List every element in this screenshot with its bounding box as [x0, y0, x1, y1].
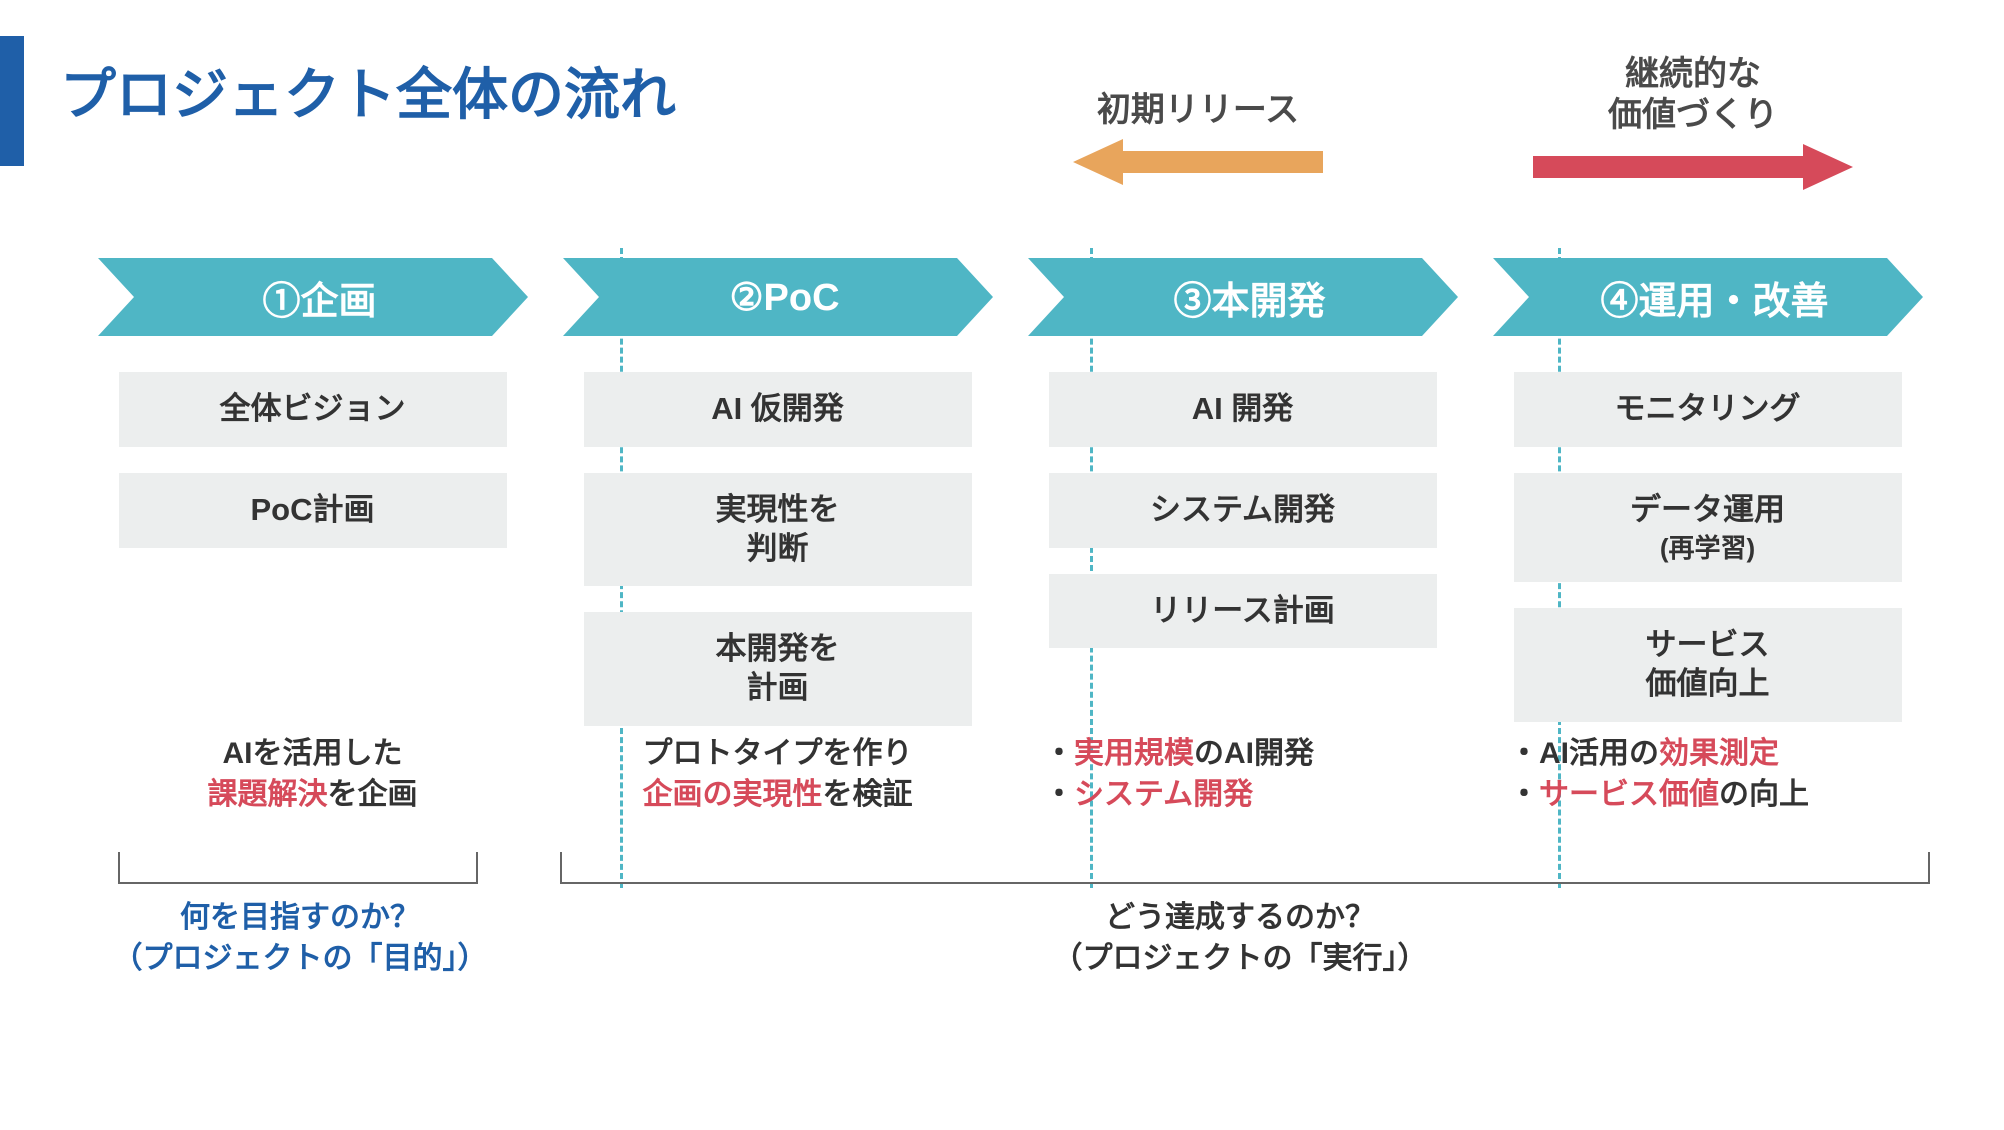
- phase-column-dev: ③本開発AI 開発システム開発リリース計画・実用規模のAI開発・システム開発: [1010, 258, 1475, 752]
- phase-summary: AIを活用した課題解決を企画: [80, 734, 545, 815]
- task-box: 本開発を計画: [584, 612, 972, 726]
- phase-header-arrow: ②PoC: [563, 258, 993, 336]
- task-box: 全体ビジョン: [119, 372, 507, 447]
- phase-summary: プロトタイプを作り企画の実現性を検証: [545, 734, 1010, 815]
- phase-header-label: ③本開発: [1028, 258, 1458, 336]
- task-box: 実現性を判断: [584, 473, 972, 587]
- task-box: AI 仮開発: [584, 372, 972, 447]
- task-box: PoC計画: [119, 473, 507, 548]
- phase-header-label: ①企画: [98, 258, 528, 336]
- task-box: AI 開発: [1049, 372, 1437, 447]
- title-accent-bar: [0, 36, 24, 166]
- bracket-execution-label: どう達成するのか？ （プロジェクトの「実行」）: [880, 898, 1600, 979]
- float-arrow-label: 継続的な 価値づくり: [1608, 54, 1778, 136]
- arrow-left-icon: [1073, 139, 1323, 185]
- bracket-goal-label: 何を目指すのか？ （プロジェクトの「目的」）: [70, 898, 530, 979]
- page-title: プロジェクト全体の流れ: [60, 50, 676, 131]
- task-box: システム開発: [1049, 473, 1437, 548]
- phase-header-arrow: ①企画: [98, 258, 528, 336]
- float-arrow-label: 初期リリース: [1097, 90, 1299, 131]
- phase-header-arrow: ④運用・改善: [1493, 258, 1923, 336]
- phase-summary: ・実用規模のAI開発・システム開発: [1010, 734, 1475, 815]
- task-box: サービス価値向上: [1514, 608, 1902, 722]
- task-box: データ運用(再学習): [1514, 473, 1902, 582]
- bracket-goal: [118, 852, 478, 884]
- phase-columns: ①企画全体ビジョンPoC計画AIを活用した課題解決を企画②PoCAI 仮開発実現…: [80, 258, 1940, 752]
- phase-column-ops: ④運用・改善モニタリングデータ運用(再学習)サービス価値向上・AI活用の効果測定…: [1475, 258, 1940, 752]
- phase-summary: ・AI活用の効果測定・サービス価値の向上: [1475, 734, 1940, 815]
- phase-column-poc: ②PoCAI 仮開発実現性を判断本開発を計画プロトタイプを作り企画の実現性を検証: [545, 258, 1010, 752]
- bracket-execution: [560, 852, 1930, 884]
- phase-header-label: ④運用・改善: [1493, 258, 1923, 336]
- float-arrow-continuous-value: 継続的な 価値づくり: [1458, 54, 1928, 190]
- phase-column-plan: ①企画全体ビジョンPoC計画AIを活用した課題解決を企画: [80, 258, 545, 752]
- phase-header-arrow: ③本開発: [1028, 258, 1458, 336]
- task-box: モニタリング: [1514, 372, 1902, 447]
- arrow-right-icon: [1533, 144, 1853, 190]
- phase-header-label: ②PoC: [563, 258, 993, 336]
- float-arrow-initial-release: 初期リリース: [963, 90, 1433, 185]
- task-box: リリース計画: [1049, 574, 1437, 649]
